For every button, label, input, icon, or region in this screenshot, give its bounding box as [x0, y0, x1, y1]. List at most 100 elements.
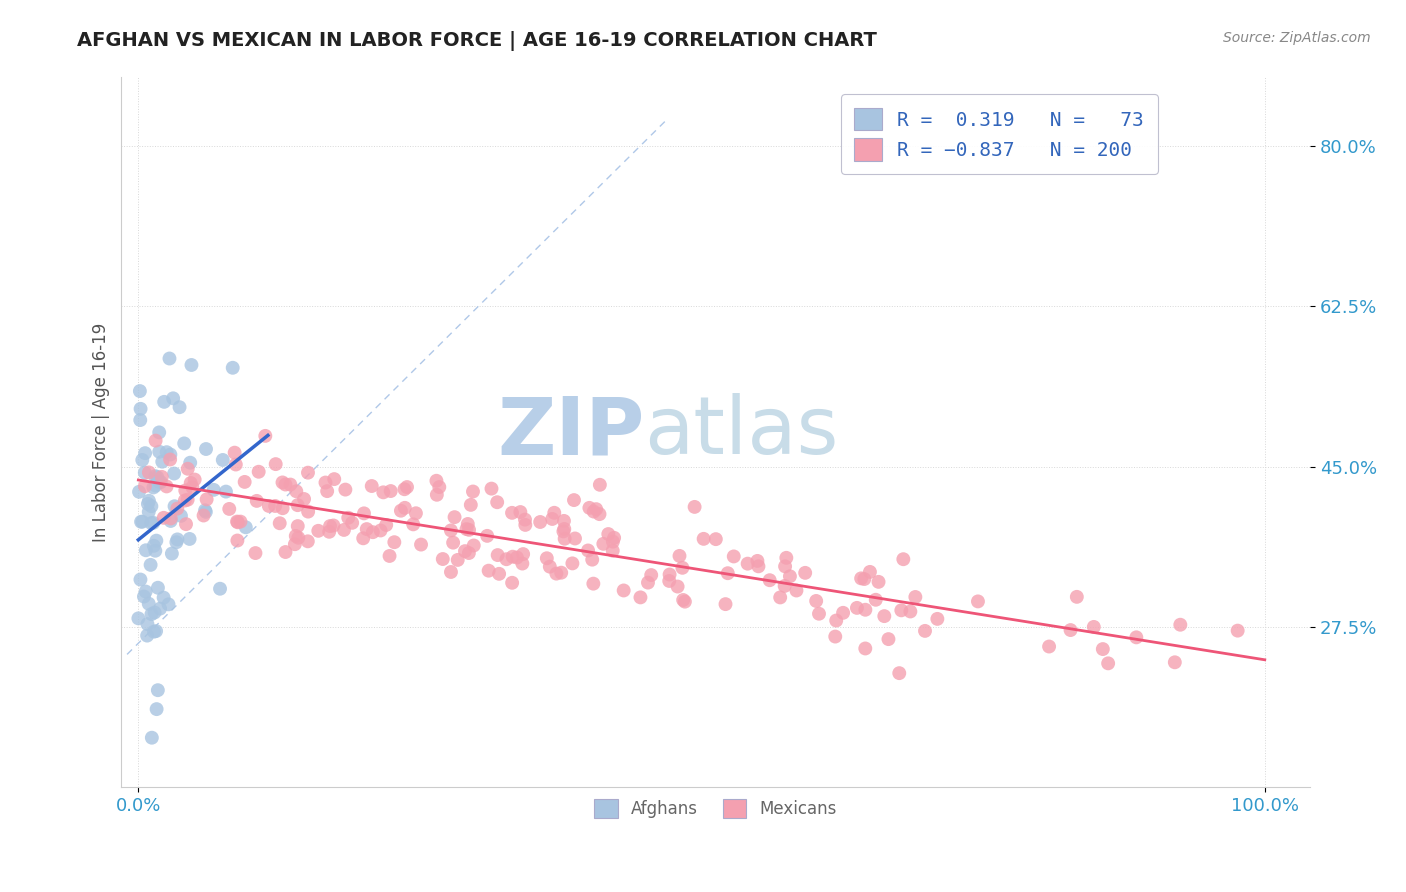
Point	[297, 505, 319, 519]
Point	[138, 505, 160, 519]
Point	[297, 534, 319, 549]
Point	[538, 559, 561, 574]
Point	[150, 455, 173, 469]
Point	[274, 545, 297, 559]
Point	[319, 519, 342, 533]
Point	[143, 543, 166, 558]
Point	[432, 552, 454, 566]
Point	[1097, 657, 1119, 671]
Point	[264, 457, 287, 471]
Point	[159, 351, 181, 366]
Point	[536, 551, 558, 566]
Point	[132, 590, 155, 604]
Point	[613, 583, 636, 598]
Point	[640, 568, 662, 582]
Point	[447, 553, 470, 567]
Point	[630, 591, 652, 605]
Point	[166, 501, 188, 516]
Point	[148, 425, 170, 440]
Point	[307, 524, 329, 538]
Point	[247, 465, 270, 479]
Point	[134, 466, 156, 480]
Point	[225, 458, 247, 472]
Point	[233, 475, 256, 489]
Point	[335, 483, 357, 497]
Point	[456, 522, 478, 536]
Point	[353, 507, 375, 521]
Point	[553, 514, 575, 528]
Point	[873, 609, 896, 624]
Point	[658, 567, 681, 582]
Point	[714, 597, 737, 611]
Point	[515, 517, 537, 532]
Point	[914, 624, 936, 638]
Text: atlas: atlas	[644, 393, 839, 471]
Point	[146, 683, 169, 698]
Point	[602, 543, 624, 558]
Point	[333, 523, 356, 537]
Point	[773, 579, 796, 593]
Point	[506, 550, 529, 565]
Point	[179, 456, 201, 470]
Point	[859, 565, 882, 579]
Point	[865, 592, 887, 607]
Point	[209, 582, 232, 596]
Point	[1168, 617, 1191, 632]
Point	[149, 601, 172, 615]
Point	[180, 358, 202, 372]
Point	[804, 594, 827, 608]
Point	[292, 491, 315, 506]
Point	[280, 477, 302, 491]
Point	[131, 515, 153, 529]
Point	[141, 516, 163, 530]
Point	[271, 475, 294, 490]
Point	[224, 445, 246, 459]
Point	[145, 478, 167, 492]
Point	[501, 575, 523, 590]
Point	[340, 516, 363, 530]
Point	[509, 505, 531, 519]
Point	[134, 479, 156, 493]
Point	[773, 559, 796, 574]
Point	[226, 515, 249, 529]
Point	[181, 480, 204, 494]
Point	[128, 484, 150, 499]
Point	[165, 535, 187, 549]
Point	[145, 702, 167, 716]
Point	[603, 531, 626, 545]
Point	[128, 384, 150, 398]
Point	[529, 515, 551, 529]
Point	[174, 483, 197, 498]
Point	[246, 494, 269, 508]
Point	[322, 518, 344, 533]
Point	[704, 532, 727, 546]
Point	[316, 484, 339, 499]
Point	[159, 448, 181, 462]
Point	[501, 506, 523, 520]
Point	[148, 475, 170, 489]
Point	[747, 554, 769, 568]
Point	[148, 444, 170, 458]
Point	[666, 580, 689, 594]
Point	[142, 480, 165, 494]
Point	[723, 549, 745, 564]
Point	[177, 462, 200, 476]
Point	[513, 513, 536, 527]
Point	[129, 401, 152, 416]
Point	[592, 537, 614, 551]
Point	[967, 594, 990, 608]
Point	[853, 572, 876, 586]
Point	[222, 360, 245, 375]
Point	[127, 611, 149, 625]
Point	[457, 516, 479, 531]
Point	[138, 466, 160, 480]
Point	[142, 539, 165, 553]
Point	[458, 523, 481, 537]
Point	[1059, 623, 1081, 637]
Point	[853, 641, 876, 656]
Point	[541, 512, 564, 526]
Point	[637, 575, 659, 590]
Point	[136, 629, 159, 643]
Point	[356, 522, 378, 536]
Text: ZIP: ZIP	[498, 393, 644, 471]
